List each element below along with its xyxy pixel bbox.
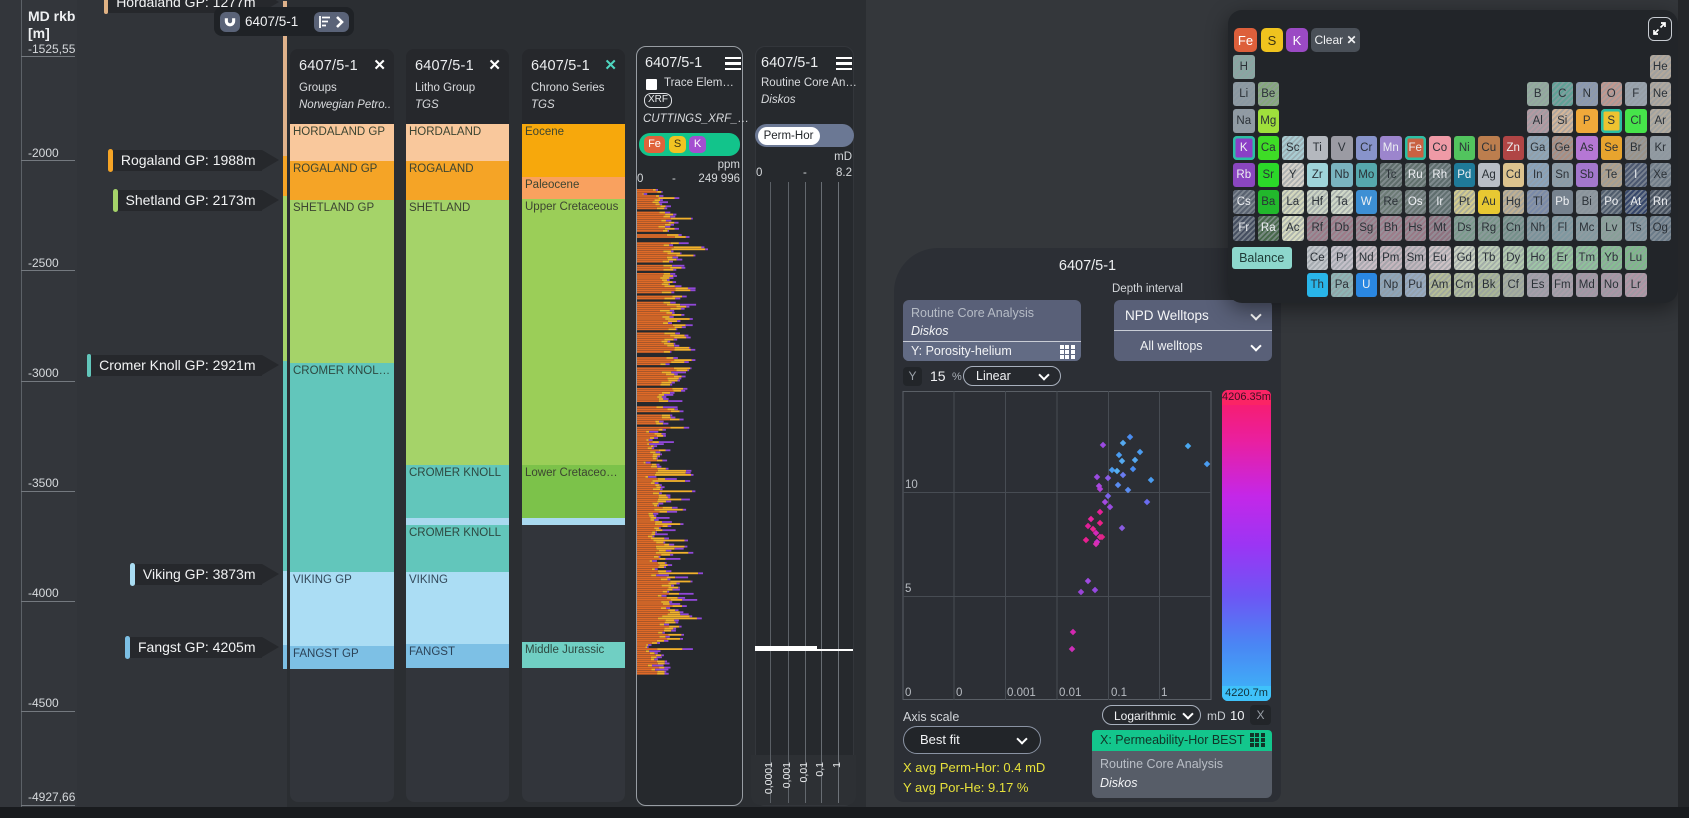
svg-text:5: 5 xyxy=(905,583,911,595)
svg-text:0.01: 0.01 xyxy=(1059,687,1081,699)
svg-text:10: 10 xyxy=(905,479,918,491)
svg-text:0.1: 0.1 xyxy=(1111,687,1127,699)
svg-text:0: 0 xyxy=(956,687,962,699)
svg-text:1: 1 xyxy=(1161,687,1167,699)
svg-text:0.001: 0.001 xyxy=(1007,687,1036,699)
svg-text:0: 0 xyxy=(905,687,911,699)
